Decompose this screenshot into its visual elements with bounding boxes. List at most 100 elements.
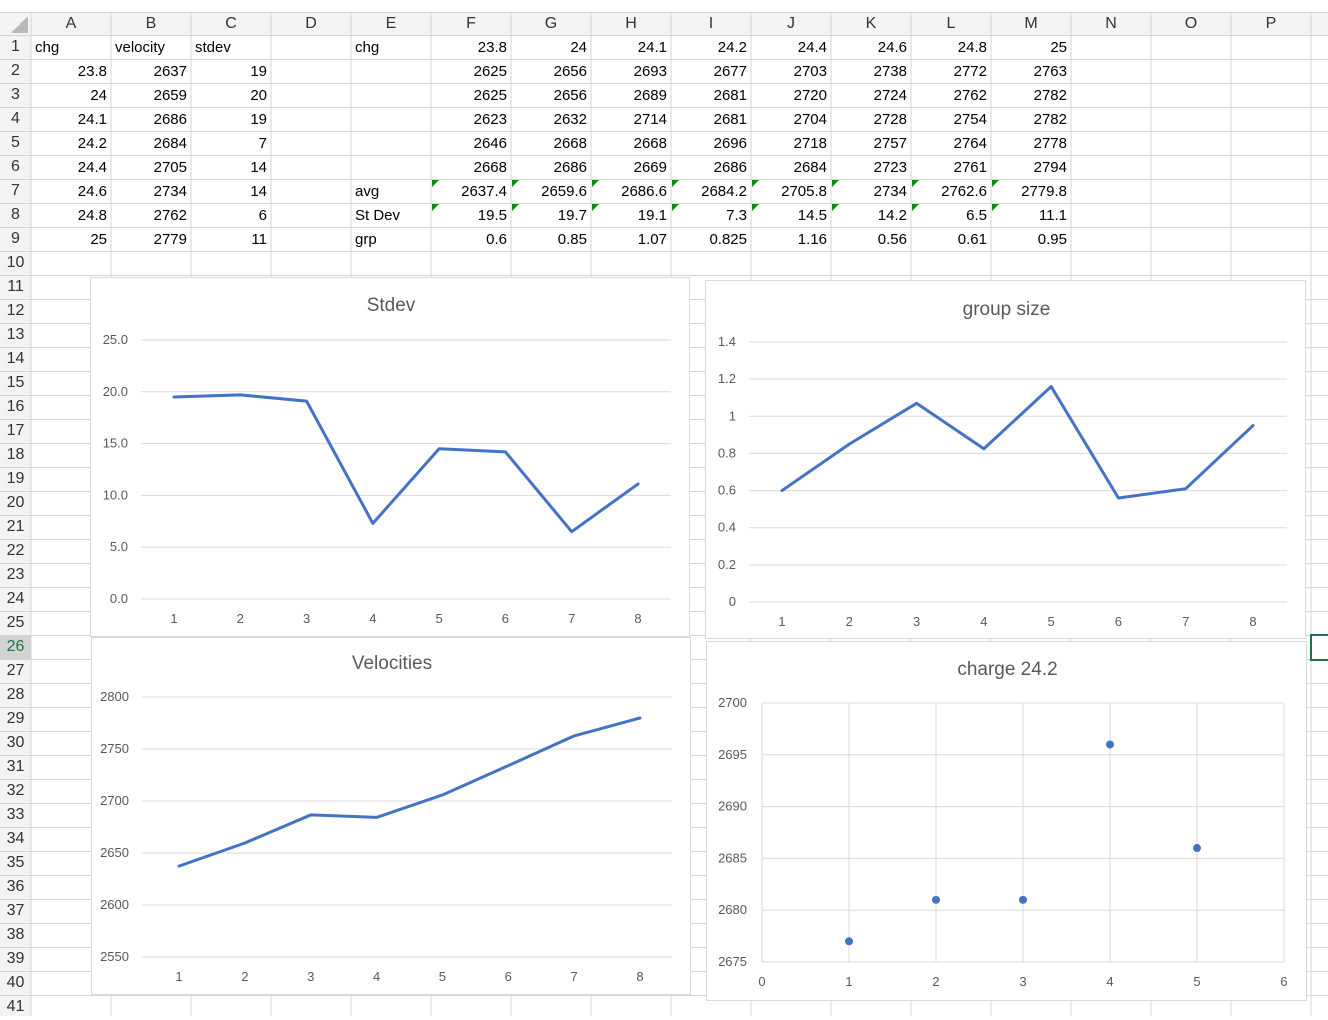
data-cell[interactable]: 2668	[473, 159, 507, 176]
row-header-27[interactable]: 27	[6, 662, 25, 679]
data-cell[interactable]: 2703	[793, 63, 827, 80]
data-cell[interactable]: 11	[251, 231, 267, 248]
summary-cell[interactable]: 2705.8	[781, 183, 827, 200]
column-header-o[interactable]: O	[1184, 15, 1198, 32]
column-header-p[interactable]: P	[1265, 15, 1277, 32]
summary-cell[interactable]: 7.3	[726, 207, 747, 224]
data-cell[interactable]: 2668	[553, 135, 587, 152]
data-cell[interactable]: 24.2	[77, 135, 107, 152]
row-header-14[interactable]: 14	[6, 350, 25, 367]
column-header-d[interactable]: D	[305, 15, 317, 32]
summary-cell[interactable]: 14.5	[797, 207, 827, 224]
data-cell[interactable]: 2693	[633, 63, 667, 80]
column-header-k[interactable]: K	[865, 15, 877, 32]
data-cell[interactable]: 2718	[793, 135, 827, 152]
row-header-23[interactable]: 23	[6, 566, 25, 583]
data-cell[interactable]: 2724	[873, 87, 907, 104]
column-header-f[interactable]: F	[466, 15, 476, 32]
summary-cell[interactable]: 2637.4	[461, 183, 507, 200]
data-cell[interactable]: 2625	[473, 63, 507, 80]
column-header-c[interactable]: C	[225, 15, 237, 32]
row-header-25[interactable]: 25	[6, 614, 25, 631]
row-header-1[interactable]: 1	[11, 38, 20, 55]
data-cell[interactable]: 24.8	[77, 207, 107, 224]
data-cell[interactable]: 2677	[713, 63, 747, 80]
summary-cell[interactable]: 6.5	[966, 207, 987, 224]
summary-cell[interactable]: 2734	[873, 183, 907, 200]
data-cell[interactable]: 19	[250, 111, 267, 128]
summary-cell[interactable]: 0.85	[557, 231, 587, 248]
data-cell[interactable]: 2794	[1033, 159, 1067, 176]
data-cell[interactable]: 2734	[153, 183, 187, 200]
row-header-35[interactable]: 35	[6, 854, 25, 871]
summary-label-cell[interactable]: grp	[355, 231, 377, 248]
charge-header-cell[interactable]: 24.8	[957, 39, 987, 56]
header-cell[interactable]: chg	[355, 39, 380, 56]
data-cell[interactable]: 2772	[953, 63, 987, 80]
summary-cell[interactable]: 0.95	[1037, 231, 1067, 248]
summary-cell[interactable]: 1.16	[797, 231, 827, 248]
summary-cell[interactable]: 2779.8	[1021, 183, 1067, 200]
charge-24-2-chart[interactable]: charge 24.2 2675 2680 2685 2690 2695 2700 0 1 2 3 4…	[706, 641, 1307, 1001]
charge-header-cell[interactable]: 24.4	[797, 39, 827, 56]
row-header-28[interactable]: 28	[6, 686, 25, 703]
data-cell[interactable]: 2684	[793, 159, 827, 176]
row-header-19[interactable]: 19	[6, 470, 25, 487]
data-cell[interactable]: 14	[250, 159, 267, 176]
data-cell[interactable]: 2681	[713, 111, 747, 128]
data-cell[interactable]: 20	[250, 87, 267, 104]
charge-header-cell[interactable]: 24	[570, 39, 587, 56]
data-cell[interactable]: 2684	[153, 135, 187, 152]
data-cell[interactable]: 2723	[873, 159, 907, 176]
data-cell[interactable]: 2681	[713, 87, 747, 104]
data-cell[interactable]: 2720	[793, 87, 827, 104]
data-cell[interactable]: 2762	[953, 87, 987, 104]
summary-cell[interactable]: 2659.6	[541, 183, 587, 200]
row-header-33[interactable]: 33	[6, 806, 25, 823]
row-header-20[interactable]: 20	[6, 494, 25, 511]
summary-label-cell[interactable]: St Dev	[355, 207, 401, 224]
row-header-9[interactable]: 9	[11, 230, 20, 247]
summary-cell[interactable]: 1.07	[637, 231, 667, 248]
data-cell[interactable]: 2668	[633, 135, 667, 152]
column-header-g[interactable]: G	[544, 15, 558, 32]
summary-cell[interactable]: 19.5	[477, 207, 507, 224]
row-header-29[interactable]: 29	[6, 710, 25, 727]
stdev-chart[interactable]: Stdev 0.0 5.0 10.0 15.0 20.0 25.0 1 2 3 4 5 6 7 8	[90, 277, 690, 637]
summary-cell[interactable]: 0.6	[486, 231, 507, 248]
data-cell[interactable]: 2762	[153, 207, 187, 224]
row-header-16[interactable]: 16	[6, 398, 25, 415]
header-cell[interactable]: stdev	[195, 39, 231, 56]
summary-cell[interactable]: 11.1	[1038, 207, 1067, 224]
summary-cell[interactable]: 14.2	[877, 207, 907, 224]
data-cell[interactable]: 2764	[953, 135, 987, 152]
charge-header-cell[interactable]: 24.1	[637, 39, 667, 56]
row-header-2[interactable]: 2	[11, 62, 20, 79]
row-header-3[interactable]: 3	[11, 86, 20, 103]
data-cell[interactable]: 14	[250, 183, 267, 200]
velocities-chart[interactable]: Velocities 2550 2600 2650 2700 2750 2800 1 2 3 4 5 6…	[91, 637, 691, 995]
data-cell[interactable]: 2669	[633, 159, 667, 176]
charge-header-cell[interactable]: 25	[1050, 39, 1067, 56]
charge-header-cell[interactable]: 24.2	[717, 39, 747, 56]
column-header-l[interactable]: L	[946, 15, 956, 32]
data-cell[interactable]: 2632	[553, 111, 587, 128]
column-header-j[interactable]: J	[787, 15, 795, 32]
column-header-h[interactable]: H	[625, 15, 637, 32]
column-header-m[interactable]: M	[1024, 15, 1038, 32]
data-cell[interactable]: 2637	[153, 63, 187, 80]
data-cell[interactable]: 2686	[153, 111, 187, 128]
row-header-17[interactable]: 17	[6, 422, 25, 439]
row-header-8[interactable]: 8	[11, 206, 20, 223]
data-cell[interactable]: 2705	[153, 159, 187, 176]
charge-header-cell[interactable]: 24.6	[877, 39, 907, 56]
column-header-n[interactable]: N	[1105, 15, 1117, 32]
data-cell[interactable]: 2704	[793, 111, 827, 128]
data-cell[interactable]: 2763	[1033, 63, 1067, 80]
row-header-34[interactable]: 34	[6, 830, 25, 847]
row-header-36[interactable]: 36	[6, 878, 25, 895]
data-cell[interactable]: 2646	[473, 135, 507, 152]
row-header-10[interactable]: 10	[6, 254, 25, 271]
data-cell[interactable]: 7	[258, 135, 267, 152]
data-cell[interactable]: 2625	[473, 87, 507, 104]
